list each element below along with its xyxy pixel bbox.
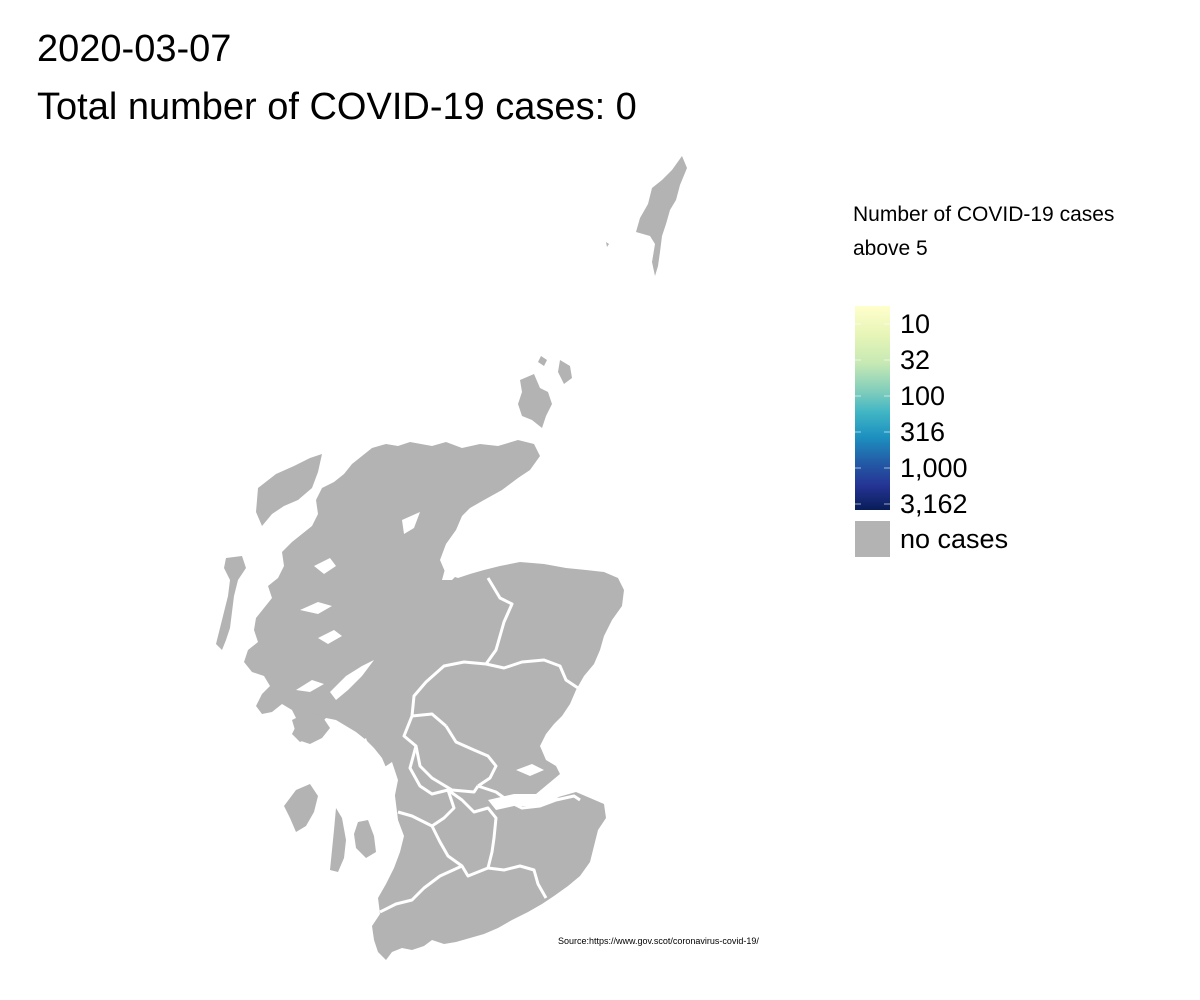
boundary-forthvalley-lothian [414, 745, 480, 794]
legend-tick-3162: 3,162 [900, 489, 968, 519]
colorbar-gradient [855, 306, 890, 510]
isle-of-mull [292, 712, 330, 744]
legend-title-line-2: above 5 [853, 237, 928, 260]
west-coast-lochs [314, 558, 342, 644]
boundary-lothian-borders [477, 784, 581, 810]
legend-tick-10: 10 [900, 309, 931, 339]
moray-firth [442, 540, 494, 580]
scotland-land [216, 156, 687, 960]
mainland-scotland [244, 440, 624, 960]
health-board-boundaries [379, 577, 581, 914]
loch-sunart [296, 680, 324, 692]
shetland-islands [636, 156, 687, 276]
orkney-islands [518, 374, 552, 428]
islay-jura [284, 784, 318, 832]
orkney-islets [538, 356, 572, 384]
isle-of-skye [256, 454, 322, 526]
shetland-islet [606, 242, 609, 247]
boundary-ayrshire [397, 810, 489, 878]
boundary-highland-grampian [484, 577, 514, 665]
boundary-dumfries [487, 864, 548, 899]
loch-fyne [354, 738, 372, 778]
firth-of-tay [516, 764, 544, 776]
loch-linnhe [330, 660, 374, 700]
boundary-grampian-tayside [485, 658, 579, 690]
kintyre [330, 808, 346, 872]
outer-hebrides [216, 556, 246, 650]
legend-colorbar: 10 32 100 316 1,000 3,162 [855, 306, 968, 519]
firth-of-clyde [380, 762, 398, 814]
boundary-highland-forthvalley [411, 712, 447, 728]
map-legend: Number of COVID-19 cases above 5 [853, 198, 1183, 557]
legend-tick-100: 100 [900, 381, 946, 411]
legend-tick-32: 32 [900, 345, 931, 375]
isle-of-arran [354, 820, 376, 858]
total-cases-title: Total number of COVID-19 cases: 0 [37, 86, 637, 128]
boundary-highland-tayside [410, 660, 487, 717]
no-cases-swatch [855, 521, 890, 557]
boundary-lanarkshire [447, 788, 498, 869]
map-date-title: 2020-03-07 [37, 28, 232, 70]
boundary-glasgow [402, 715, 456, 828]
beauly-firth [402, 512, 420, 534]
source-caption: Source:https://www.gov.scot/coronavirus-… [558, 936, 759, 946]
legend-tick-316: 316 [900, 417, 946, 447]
sea-lochs [296, 512, 560, 814]
boundary-ayrshire-dumfries [379, 864, 463, 914]
legend-title-line-1: Number of COVID-19 cases [853, 203, 1115, 226]
legend-tick-1000: 1,000 [900, 453, 968, 483]
loch-carron [300, 602, 332, 614]
boundary-tayside-fife [444, 725, 498, 788]
no-cases-label: no cases [900, 524, 1009, 554]
